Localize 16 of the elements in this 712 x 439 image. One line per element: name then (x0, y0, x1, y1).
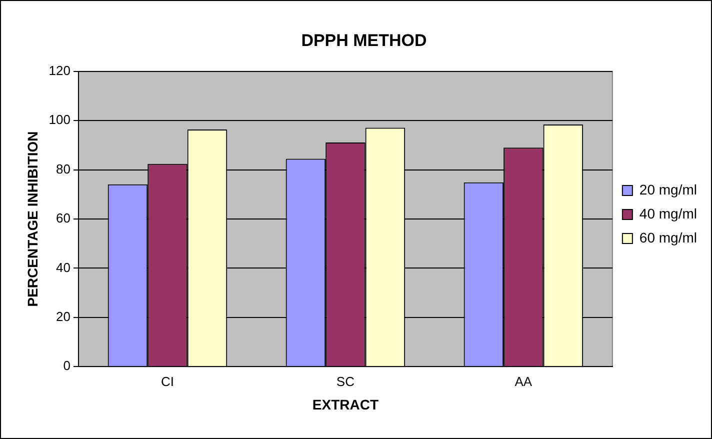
y-tick-label: 60 (56, 210, 70, 226)
y-tick-label: 20 (56, 308, 70, 324)
x-axis-title: EXTRACT (312, 396, 379, 412)
x-tick-label: SC (336, 374, 354, 389)
x-tick-label: CI (160, 374, 174, 389)
y-tick-label: 120 (48, 62, 70, 78)
chart-title: DPPH METHOD (301, 30, 427, 50)
y-axis-title: PERCENTAGE INHIBITION (24, 131, 40, 307)
y-tick-label: 40 (56, 260, 70, 275)
y-tick-label: 0 (63, 358, 70, 374)
legend-label: 60 mg/ml (639, 229, 698, 246)
y-tick-label: 100 (48, 112, 70, 128)
legend-label: 20 mg/ml (639, 181, 698, 198)
legend-label: 40 mg/ml (639, 205, 698, 222)
y-tick-label: 80 (56, 161, 70, 176)
x-tick-label: AA (514, 374, 532, 389)
